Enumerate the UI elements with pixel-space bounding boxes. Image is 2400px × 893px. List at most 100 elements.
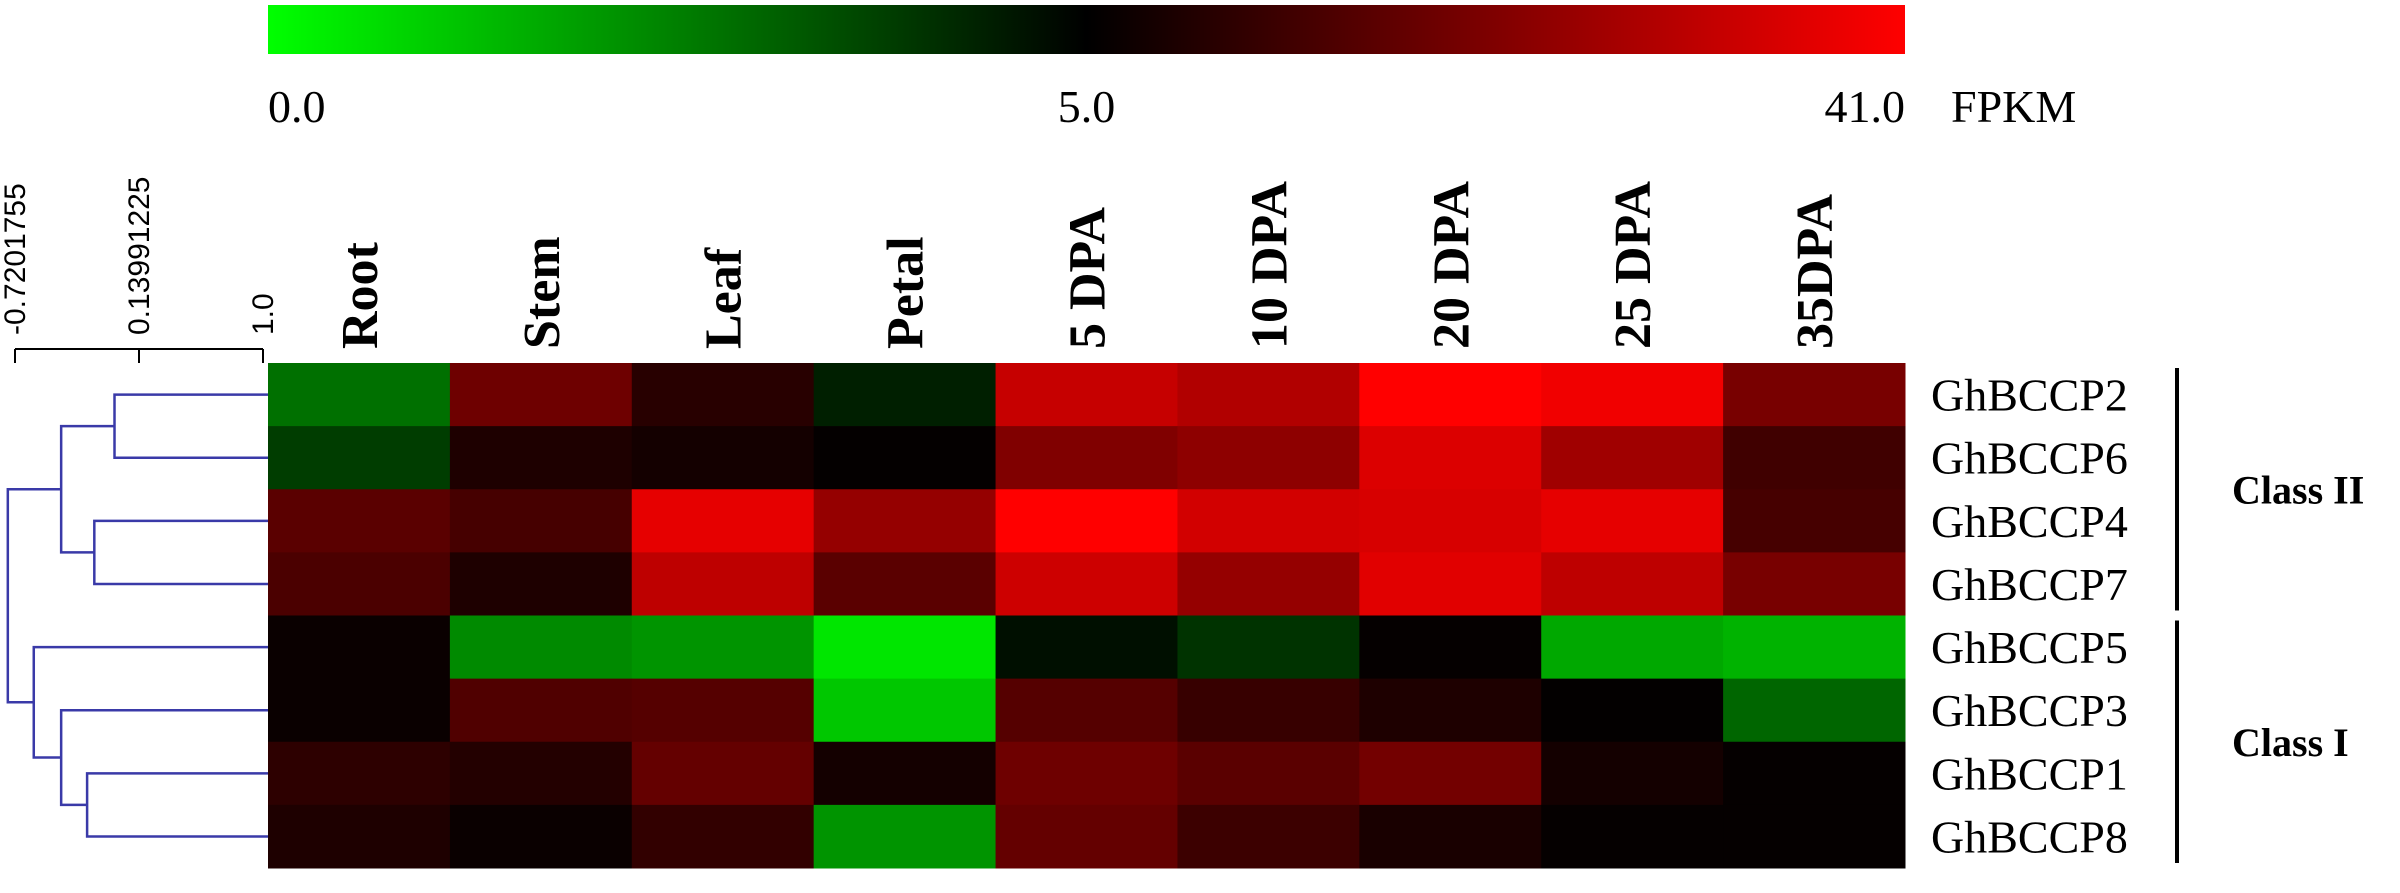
heatmap-cell <box>631 552 815 616</box>
heatmap-cell <box>631 615 815 680</box>
heatmap-cell <box>995 678 1178 743</box>
heatmap-cell <box>1541 615 1724 680</box>
row-label: GhBCCP5 <box>1931 622 2128 673</box>
dendrogram-tick-label: -0.7201755 <box>0 183 32 335</box>
colorbar-tick-label: 5.0 <box>1058 81 1116 132</box>
heatmap-cell <box>449 741 633 806</box>
heatmap-cell <box>268 489 451 553</box>
heatmap-cell <box>268 615 451 680</box>
heatmap-cell <box>813 489 997 553</box>
heatmap-cell <box>1177 363 1360 427</box>
heatmap-cell <box>813 804 997 869</box>
heatmap-cell <box>449 426 633 490</box>
heatmap-cell <box>268 678 451 743</box>
heatmap-cell <box>1723 426 1906 490</box>
column-label: 20 DPA <box>1423 181 1480 349</box>
heatmap-cell <box>995 804 1178 869</box>
heatmap-cell <box>1723 363 1906 427</box>
row-label: GhBCCP3 <box>1931 685 2128 736</box>
heatmap-cell <box>1177 678 1360 743</box>
heatmap-cell <box>995 615 1178 680</box>
heatmap-cell <box>1541 489 1724 553</box>
dendrogram-link <box>59 708 268 807</box>
heatmap-cell <box>1359 489 1542 553</box>
colorbar-tick-label: 41.0 <box>1825 81 1906 132</box>
heatmap-cell <box>813 363 997 427</box>
dendrogram-tick-label: 1.0 <box>247 293 280 335</box>
heatmap-cell <box>1359 426 1542 490</box>
heatmap-cell <box>631 804 815 869</box>
heatmap-cell <box>1359 552 1542 616</box>
dendrogram-link <box>59 424 115 554</box>
row-label: GhBCCP1 <box>1931 748 2128 799</box>
dendrogram-link <box>113 393 268 459</box>
group-label: Class I <box>2232 720 2349 765</box>
heatmap-cell <box>813 678 997 743</box>
heatmap-cell <box>268 426 451 490</box>
heatmap-cell <box>449 489 633 553</box>
column-label: Stem <box>514 236 571 349</box>
heatmap-cell <box>268 741 451 806</box>
colorbar-label: FPKM <box>1951 81 2076 132</box>
dendrogram-link <box>6 488 62 704</box>
heatmap-cell <box>813 426 997 490</box>
heatmap-cell <box>449 615 633 680</box>
heatmap-cell <box>1359 678 1542 743</box>
row-label: GhBCCP8 <box>1931 811 2128 862</box>
heatmap-cell <box>995 741 1178 806</box>
heatmap-cell <box>268 363 451 427</box>
heatmap-cell <box>1541 363 1724 427</box>
heatmap-cell <box>1177 426 1360 490</box>
dendrogram-link <box>85 772 268 838</box>
heatmap-cell <box>1359 615 1542 680</box>
heatmap-cell <box>268 804 451 869</box>
heatmap-cell <box>449 363 633 427</box>
heatmap-cell <box>1177 741 1360 806</box>
heatmap-cell <box>1541 552 1724 616</box>
column-label: 25 DPA <box>1605 181 1662 349</box>
heatmap-cell <box>995 363 1178 427</box>
heatmap-cell <box>1723 552 1906 616</box>
heatmap-cell <box>1177 552 1360 616</box>
heatmap-cell <box>813 552 997 616</box>
heatmap-cell <box>449 804 633 869</box>
heatmap-cell <box>813 615 997 680</box>
heatmap-cell <box>1723 615 1906 680</box>
colorbar <box>268 5 1905 54</box>
heatmap-cell <box>1177 489 1360 553</box>
heatmap-cell <box>449 552 633 616</box>
heatmap-cell <box>813 741 997 806</box>
column-label: Petal <box>878 236 935 349</box>
row-label: GhBCCP2 <box>1931 370 2128 421</box>
column-label: 10 DPA <box>1241 181 1298 349</box>
heatmap-cell <box>995 489 1178 553</box>
heatmap-cell <box>1541 741 1724 806</box>
heatmap-cell <box>1723 741 1906 806</box>
row-label: GhBCCP4 <box>1931 496 2128 547</box>
group-label: Class II <box>2232 467 2364 512</box>
heatmap-cell <box>631 741 815 806</box>
heatmap-cell <box>1541 678 1724 743</box>
heatmap-cell <box>1541 804 1724 869</box>
heatmap-cell <box>995 552 1178 616</box>
heatmap-cell <box>1177 615 1360 680</box>
row-label: GhBCCP6 <box>1931 433 2128 484</box>
heatmap-cell <box>1359 804 1542 869</box>
heatmap-cell <box>1723 489 1906 553</box>
colorbar-tick-label: 0.0 <box>268 81 326 132</box>
column-label: 5 DPA <box>1060 207 1117 349</box>
heatmap-cell <box>1359 363 1542 427</box>
heatmap-cell <box>449 678 633 743</box>
column-label: 35DPA <box>1787 194 1844 349</box>
heatmap-cell <box>631 678 815 743</box>
heatmap-cell <box>631 363 815 427</box>
heatmap-cell <box>1359 741 1542 806</box>
dendrogram-link <box>32 645 268 759</box>
heatmap-cell <box>631 426 815 490</box>
column-label: Leaf <box>696 247 753 349</box>
column-label: Root <box>332 241 389 349</box>
heatmap-cell <box>1541 426 1724 490</box>
dendrogram-link <box>93 519 268 586</box>
row-label: GhBCCP7 <box>1931 559 2128 610</box>
